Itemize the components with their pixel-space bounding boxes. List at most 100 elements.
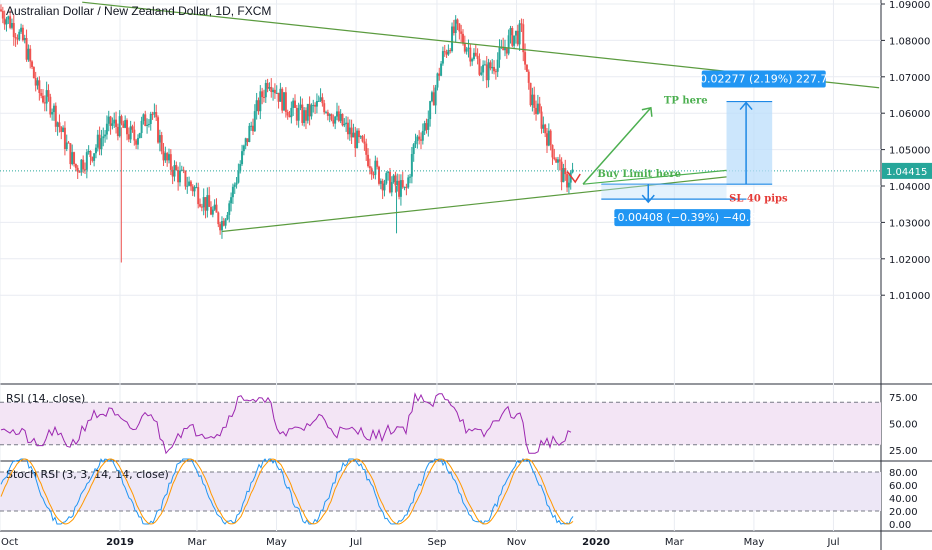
candle-body xyxy=(270,87,273,93)
candle-body xyxy=(257,100,260,112)
candle-body xyxy=(202,197,205,208)
candle-body xyxy=(140,120,143,134)
candle-body xyxy=(149,113,152,124)
candle-body xyxy=(522,24,525,53)
annotation-sl: SL 40 pips xyxy=(729,194,788,205)
candle-body xyxy=(146,124,149,126)
candle-body xyxy=(378,166,380,184)
candle-body xyxy=(109,116,112,126)
candle-body xyxy=(253,111,256,132)
candle-body xyxy=(421,130,424,141)
x-tick-label: Jul xyxy=(826,537,839,548)
candle-body xyxy=(248,125,251,142)
candle-body xyxy=(219,224,222,231)
candle-body xyxy=(310,105,313,117)
candle-body xyxy=(133,129,136,141)
candle-body xyxy=(388,171,391,193)
candle-body xyxy=(299,104,302,109)
candle-body xyxy=(440,63,443,76)
candle-body xyxy=(62,127,65,132)
candle-body xyxy=(416,136,419,141)
candle-body xyxy=(356,130,359,149)
candle-body xyxy=(556,159,559,163)
candle-body xyxy=(18,31,21,40)
rsi-band xyxy=(0,402,881,445)
candle-body xyxy=(518,23,521,45)
candle-body xyxy=(514,30,517,36)
candle-body xyxy=(277,92,280,102)
rsi-y-tick-label: 25.00 xyxy=(889,446,918,457)
candle-body xyxy=(569,172,572,183)
candle-body xyxy=(409,176,412,178)
candle-body xyxy=(34,78,37,86)
candle-body xyxy=(286,112,289,116)
candle-body xyxy=(491,66,494,69)
candle-body xyxy=(0,9,2,11)
candle-body xyxy=(215,204,218,213)
candle-body xyxy=(551,144,554,158)
x-tick-label: Jul xyxy=(349,537,362,548)
candle-body xyxy=(383,183,386,191)
candle-body xyxy=(509,28,512,36)
candle-body xyxy=(233,184,236,187)
candle-body xyxy=(122,123,125,128)
candle-body xyxy=(429,101,432,120)
candle-body xyxy=(482,64,485,73)
candle-body xyxy=(487,62,490,81)
candle-body xyxy=(255,100,258,112)
candle-body xyxy=(78,171,81,173)
candle-body xyxy=(191,186,194,192)
candle-body xyxy=(206,195,209,211)
candle-body xyxy=(304,110,307,121)
x-tick-label: 2019 xyxy=(106,537,134,548)
candle-body xyxy=(155,112,158,118)
candle-body xyxy=(547,130,550,146)
annotation-tp: TP here xyxy=(664,96,708,107)
candle-body xyxy=(315,101,318,107)
candle-body xyxy=(272,89,275,93)
candle-body xyxy=(129,126,132,140)
candle-body xyxy=(420,139,422,141)
candle-body xyxy=(111,123,114,126)
candle-body xyxy=(259,91,262,112)
candle-body xyxy=(301,104,304,123)
stoch-y-tick-label: 0.00 xyxy=(889,520,911,531)
candle-body xyxy=(188,181,191,186)
candle-body xyxy=(31,61,34,68)
candle-body xyxy=(434,87,437,106)
candle-body xyxy=(230,197,233,204)
candle-body xyxy=(332,119,335,124)
candle-body xyxy=(1,10,4,19)
candle-body xyxy=(427,119,430,130)
candle-body xyxy=(294,100,296,108)
candle-body xyxy=(126,120,128,135)
candle-body xyxy=(213,204,216,210)
stoch-y-tick-label: 60.00 xyxy=(889,481,918,492)
candle-body xyxy=(262,96,265,98)
candle-body xyxy=(343,123,346,126)
candle-body xyxy=(567,182,570,188)
candle-body xyxy=(531,94,534,106)
candle-body xyxy=(102,136,105,139)
candle-body xyxy=(197,187,200,205)
candle-body xyxy=(164,153,167,161)
candles xyxy=(0,4,574,239)
candle-body xyxy=(275,92,278,94)
candle-body xyxy=(120,116,123,124)
candle-body xyxy=(47,90,50,97)
candle-body xyxy=(211,209,214,215)
candle-body xyxy=(21,27,24,41)
candle-body xyxy=(452,26,455,34)
candle-body xyxy=(451,26,454,51)
candle-body xyxy=(144,114,147,126)
candle-body xyxy=(74,164,77,168)
stoch-y-tick-label: 80.00 xyxy=(889,468,918,479)
candle-body xyxy=(412,144,415,155)
candle-body xyxy=(71,152,74,165)
candle-body xyxy=(359,136,362,138)
tp-label: 0.02277 (2.19%) 227.7 xyxy=(700,73,828,86)
candle-body xyxy=(365,143,368,155)
candle-body xyxy=(460,31,463,34)
